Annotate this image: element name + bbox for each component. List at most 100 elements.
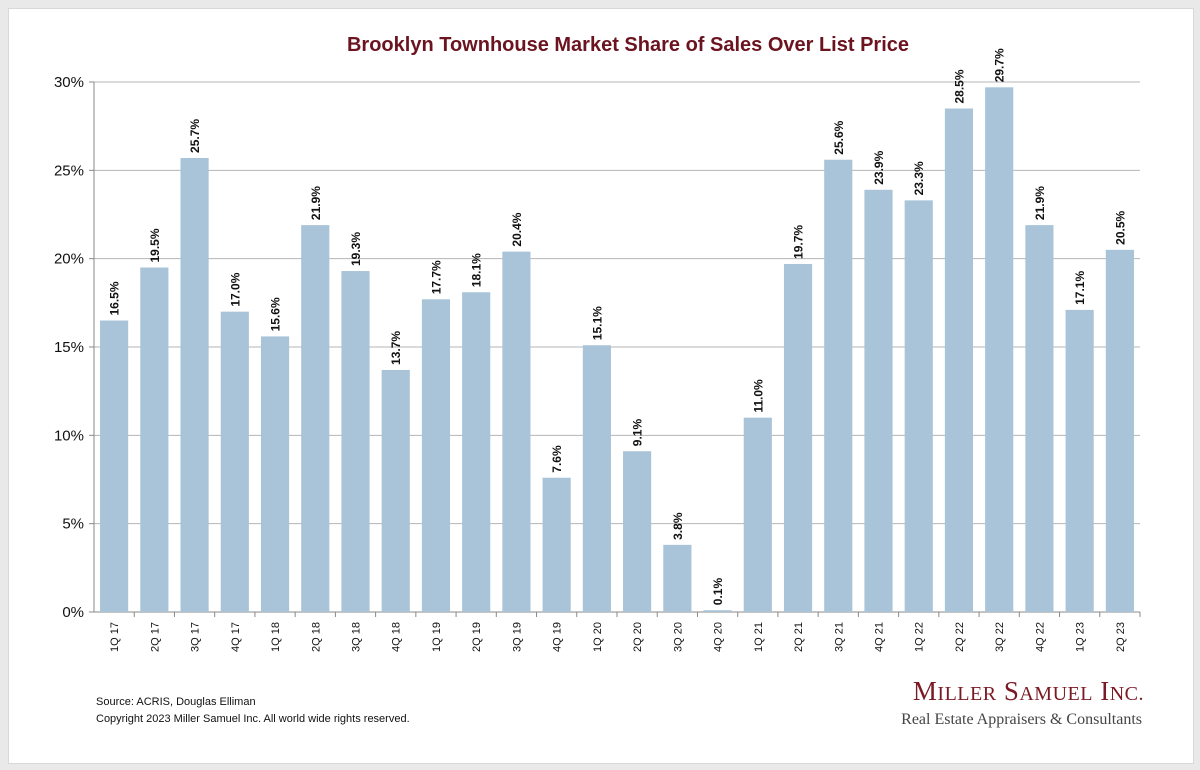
data-label: 20.4%: [510, 212, 524, 246]
company-logo-name: MILLER SAMUEL INC.: [913, 676, 1144, 707]
x-tick-label: 1Q 20: [592, 622, 604, 652]
data-label: 29.7%: [993, 48, 1007, 82]
bar: [140, 267, 169, 612]
data-label: 28.5%: [952, 69, 966, 103]
data-label: 9.1%: [631, 419, 645, 447]
bar: [985, 87, 1014, 613]
x-tick-label: 3Q 18: [351, 622, 363, 652]
bar: [502, 251, 531, 612]
x-tick-label: 4Q 21: [874, 622, 886, 652]
data-label: 19.3%: [349, 232, 363, 266]
data-label: 11.0%: [751, 379, 765, 413]
x-axis: 1Q 17 2Q 17 3Q 17 4Q 17 1Q 18 2Q 18 3Q 18 4Q 18…: [109, 612, 1141, 652]
bar: [301, 225, 330, 612]
data-labels: 16.5% 19.5% 25.7% 17.0% 15.6% 21.9% 19.3% 13.7%…: [108, 48, 1128, 605]
data-label: 15.1%: [590, 306, 604, 340]
bar: [1065, 309, 1094, 612]
source-note: Source: ACRIS, Douglas Elliman: [96, 696, 256, 708]
y-tick-label: 20%: [54, 251, 84, 268]
x-tick-label: 4Q 20: [713, 622, 725, 652]
x-tick-label: 2Q 21: [793, 622, 805, 652]
data-label: 19.5%: [148, 228, 162, 262]
bar: [462, 292, 491, 612]
data-label: 25.6%: [832, 120, 846, 154]
bar: [100, 320, 129, 612]
data-label: 7.6%: [550, 445, 564, 473]
x-tick-label: 4Q 22: [1034, 622, 1046, 652]
data-label: 3.8%: [671, 512, 685, 540]
logo-rest-inc: NC.: [1109, 683, 1144, 705]
x-tick-label: 1Q 23: [1075, 622, 1087, 652]
y-tick-label: 25%: [54, 162, 84, 179]
x-tick-label: 2Q 20: [632, 622, 644, 652]
x-tick-label: 3Q 19: [511, 622, 523, 652]
chart-title: Brooklyn Townhouse Market Share of Sales…: [346, 34, 910, 56]
bar-chart: 0% 5% 10% 15% 20% 25% 30% 16.5% 19.5% 25.7% 17.0%…: [54, 48, 1141, 652]
gridlines: [94, 81, 1140, 613]
x-tick-label: 2Q 17: [149, 622, 161, 652]
logo-initial-i: I: [1100, 676, 1110, 706]
data-label: 17.0%: [228, 272, 242, 306]
logo-rest-samuel: AMUEL: [1019, 683, 1093, 705]
x-tick-label: 1Q 17: [109, 622, 121, 652]
bar: [260, 336, 290, 612]
bar: [904, 200, 933, 612]
bar: [703, 610, 732, 612]
y-tick-label: 10%: [54, 427, 84, 444]
bar: [743, 417, 772, 612]
data-label: 15.6%: [269, 297, 283, 331]
bars: [100, 87, 1134, 613]
x-tick-label: 3Q 20: [672, 622, 684, 652]
bar: [220, 311, 249, 612]
logo-rest-miller: ILLER: [937, 683, 997, 705]
data-label: 19.7%: [792, 225, 806, 259]
y-tick-label: 5%: [62, 516, 84, 533]
y-tick-label: 0%: [62, 604, 84, 621]
data-label: 21.9%: [309, 186, 323, 220]
bar: [824, 159, 853, 612]
data-label: 20.5%: [1113, 210, 1127, 244]
data-label: 17.1%: [1073, 271, 1087, 305]
company-tagline: Real Estate Appraisers & Consultants: [901, 711, 1142, 728]
data-label: 17.7%: [429, 260, 443, 294]
bar: [582, 345, 611, 612]
x-tick-label: 4Q 18: [391, 622, 403, 652]
bar: [623, 451, 652, 612]
y-tick-label: 30%: [54, 74, 84, 91]
bar: [864, 189, 893, 612]
data-label: 18.1%: [470, 253, 484, 287]
x-tick-label: 1Q 19: [431, 622, 443, 652]
copyright-note: Copyright 2023 Miller Samuel Inc. All wo…: [96, 713, 410, 725]
y-tick-label: 15%: [54, 339, 84, 356]
x-tick-label: 2Q 19: [471, 622, 483, 652]
bar: [1025, 225, 1054, 612]
data-label: 23.3%: [912, 161, 926, 195]
bar: [663, 544, 692, 612]
x-tick-label: 4Q 19: [552, 622, 564, 652]
bar: [1105, 249, 1134, 613]
x-tick-label: 1Q 22: [914, 622, 926, 652]
x-tick-label: 2Q 18: [310, 622, 322, 652]
x-tick-label: 2Q 23: [1115, 622, 1127, 652]
bar: [944, 108, 974, 612]
logo-initial-s: S: [1003, 676, 1020, 706]
bar: [180, 157, 209, 612]
bar: [421, 299, 451, 612]
x-tick-label: 4Q 17: [230, 622, 242, 652]
x-tick-label: 3Q 22: [994, 622, 1006, 652]
x-tick-label: 3Q 21: [833, 622, 845, 652]
bar: [783, 263, 813, 612]
data-label: 0.1%: [711, 578, 725, 606]
x-tick-label: 1Q 21: [753, 622, 765, 652]
data-label: 13.7%: [389, 331, 403, 365]
data-label: 21.9%: [1033, 186, 1047, 220]
data-label: 25.7%: [188, 119, 202, 153]
data-label: 16.5%: [108, 281, 122, 315]
x-tick-label: 3Q 17: [190, 622, 202, 652]
y-axis: 0% 5% 10% 15% 20% 25% 30%: [54, 74, 95, 621]
bar: [542, 477, 571, 612]
x-tick-label: 1Q 18: [270, 622, 282, 652]
x-tick-label: 2Q 22: [954, 622, 966, 652]
data-label: 23.9%: [872, 150, 886, 184]
bar: [381, 369, 410, 612]
